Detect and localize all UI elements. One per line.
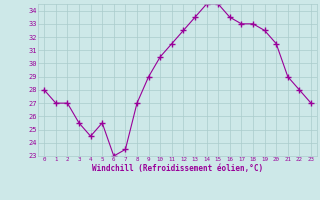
X-axis label: Windchill (Refroidissement éolien,°C): Windchill (Refroidissement éolien,°C) [92, 164, 263, 173]
